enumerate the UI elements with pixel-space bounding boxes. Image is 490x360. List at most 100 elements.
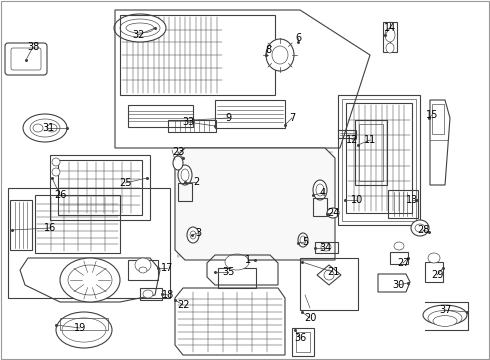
Text: 19: 19 <box>74 323 86 333</box>
Text: 27: 27 <box>397 258 409 268</box>
Text: 36: 36 <box>294 333 306 343</box>
Ellipse shape <box>139 267 147 273</box>
Bar <box>50 155 150 220</box>
Ellipse shape <box>411 220 429 236</box>
Ellipse shape <box>143 290 153 298</box>
Bar <box>140 288 162 300</box>
Text: 4: 4 <box>320 188 326 198</box>
Ellipse shape <box>225 254 249 270</box>
Ellipse shape <box>300 236 306 244</box>
Text: 38: 38 <box>27 42 39 52</box>
Bar <box>338 130 356 138</box>
Ellipse shape <box>428 310 462 326</box>
Bar <box>346 103 412 213</box>
Text: 8: 8 <box>265 45 271 55</box>
Bar <box>60 318 108 330</box>
Ellipse shape <box>272 46 288 64</box>
Bar <box>355 120 387 185</box>
Text: 7: 7 <box>289 113 295 123</box>
Ellipse shape <box>33 124 43 132</box>
Bar <box>218 268 256 288</box>
Bar <box>8 188 170 298</box>
Bar <box>178 183 192 201</box>
Bar <box>359 124 383 181</box>
Bar <box>296 332 310 352</box>
Bar <box>388 190 418 218</box>
Ellipse shape <box>181 169 189 181</box>
Text: 34: 34 <box>319 243 331 253</box>
Ellipse shape <box>327 208 339 218</box>
Text: 30: 30 <box>392 280 404 290</box>
Text: 2: 2 <box>193 177 199 187</box>
Ellipse shape <box>266 39 294 71</box>
Bar <box>432 104 444 134</box>
Bar <box>168 120 216 132</box>
Bar <box>10 200 32 250</box>
Bar <box>58 160 142 215</box>
Text: 26: 26 <box>54 190 66 200</box>
Ellipse shape <box>324 270 334 280</box>
Text: 35: 35 <box>222 267 234 277</box>
Bar <box>425 262 443 282</box>
Ellipse shape <box>68 321 100 339</box>
Ellipse shape <box>173 156 183 170</box>
Ellipse shape <box>178 165 192 185</box>
Ellipse shape <box>62 318 106 342</box>
Ellipse shape <box>23 114 67 142</box>
Ellipse shape <box>74 324 94 336</box>
Text: 16: 16 <box>44 223 56 233</box>
Text: 12: 12 <box>346 135 358 145</box>
Ellipse shape <box>428 253 440 263</box>
Ellipse shape <box>313 180 327 200</box>
Text: 37: 37 <box>439 305 451 315</box>
Bar <box>215 100 285 128</box>
Ellipse shape <box>52 158 60 166</box>
Polygon shape <box>175 148 335 260</box>
Text: 33: 33 <box>182 117 194 127</box>
Ellipse shape <box>60 258 120 302</box>
Text: 20: 20 <box>304 313 316 323</box>
Ellipse shape <box>316 184 324 196</box>
Text: 25: 25 <box>119 178 131 188</box>
Ellipse shape <box>415 224 425 232</box>
Text: 24: 24 <box>327 208 339 218</box>
Text: 13: 13 <box>406 195 418 205</box>
Bar <box>390 252 408 264</box>
Ellipse shape <box>114 14 166 42</box>
Text: 14: 14 <box>384 23 396 33</box>
Text: 29: 29 <box>431 270 443 280</box>
Ellipse shape <box>321 243 331 251</box>
Ellipse shape <box>190 231 196 239</box>
Text: 32: 32 <box>132 30 144 40</box>
Bar <box>313 198 327 216</box>
Text: 22: 22 <box>177 300 189 310</box>
Text: 6: 6 <box>295 33 301 43</box>
Text: 21: 21 <box>327 267 339 277</box>
Text: 5: 5 <box>302 237 308 247</box>
Ellipse shape <box>56 312 112 348</box>
Bar <box>120 15 275 95</box>
Text: 9: 9 <box>225 113 231 123</box>
Text: 15: 15 <box>426 110 438 120</box>
Text: 23: 23 <box>172 147 184 157</box>
Ellipse shape <box>386 43 394 53</box>
Text: 11: 11 <box>364 135 376 145</box>
Bar <box>342 99 416 221</box>
Ellipse shape <box>394 242 404 250</box>
Ellipse shape <box>385 28 395 42</box>
Ellipse shape <box>120 19 160 37</box>
Ellipse shape <box>126 23 154 33</box>
Ellipse shape <box>423 305 467 325</box>
Text: 1: 1 <box>245 255 251 265</box>
Bar <box>128 105 193 127</box>
Text: 3: 3 <box>195 228 201 238</box>
Ellipse shape <box>298 233 308 247</box>
Bar <box>292 328 314 356</box>
Ellipse shape <box>135 258 151 272</box>
Text: 10: 10 <box>351 195 363 205</box>
Ellipse shape <box>30 119 60 137</box>
Bar <box>35 195 120 253</box>
Ellipse shape <box>433 316 457 327</box>
Ellipse shape <box>68 265 112 295</box>
Text: 31: 31 <box>42 123 54 133</box>
